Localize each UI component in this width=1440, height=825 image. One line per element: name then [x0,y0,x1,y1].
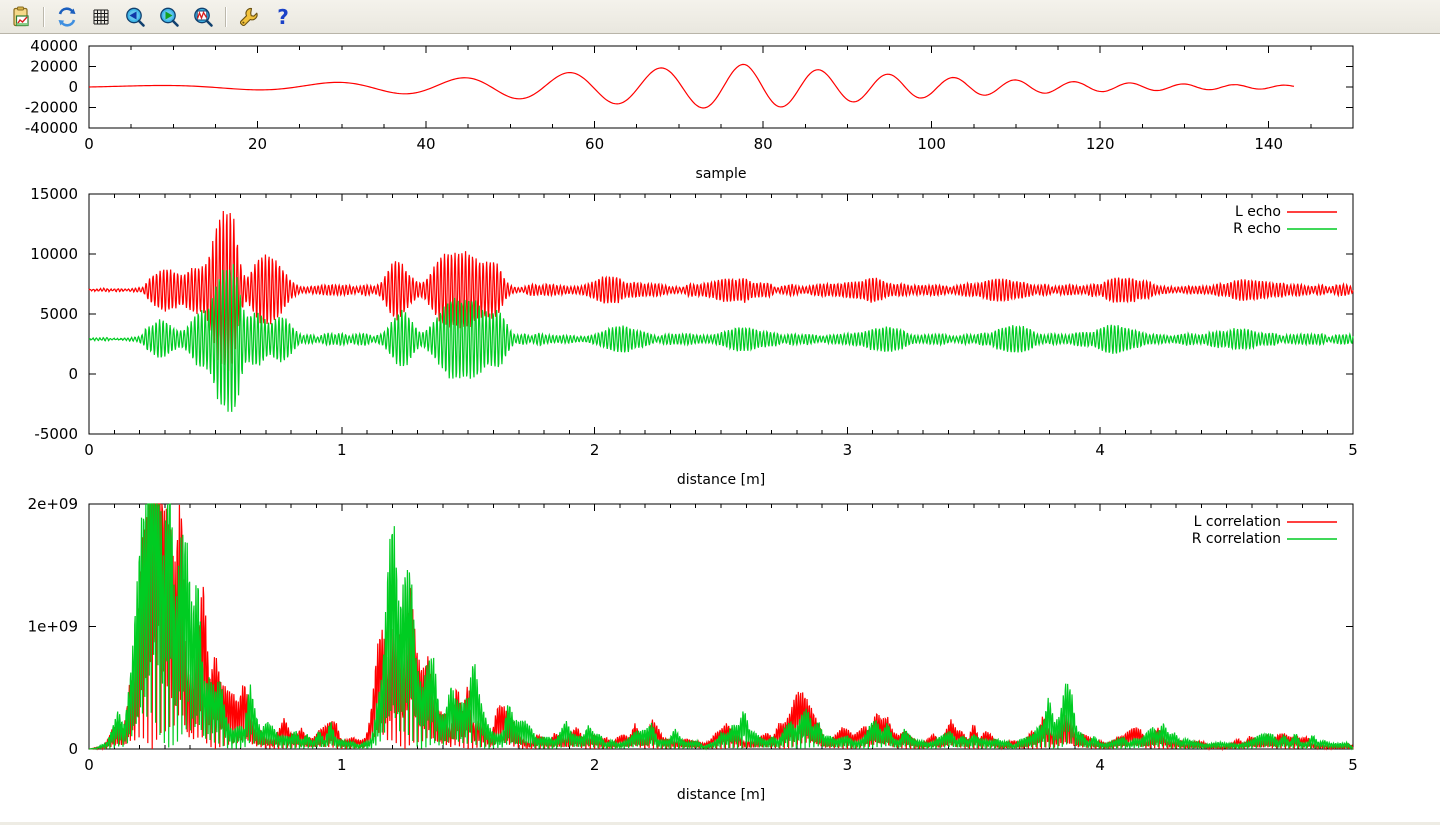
x-tick-label: 4 [1095,756,1105,774]
y-tick-label: 40000 [30,37,78,55]
plot-area: 0 20 40 60 80 100 120 140 -40000 -20000 0 20000 4000… [0,34,1440,822]
y-tick-label: -5000 [34,425,78,443]
legend-label: L echo [1235,204,1281,220]
zoom-previous-button[interactable] [120,2,150,32]
refresh-icon [58,6,76,27]
echo-chart: 0 1 2 3 4 5 -5000 0 5000 10000 15000 distance [m] L … [30,185,1358,488]
x-tick-label: 0 [84,756,94,774]
legend-label: L correlation [1194,514,1281,530]
correlation-chart: 0 1 2 3 4 5 0 1e+09 2e+09 distance [m] L correlati… [28,495,1358,803]
x-tick-label: 80 [754,135,773,153]
correlation-trace-right [88,503,1354,751]
x-tick-label: 2 [590,441,600,459]
x-axis-title: distance [m] [677,787,765,803]
legend-label: R correlation [1192,531,1281,547]
magnifier-right-arrow-icon [160,7,179,27]
x-tick-label: 120 [1086,135,1115,153]
x-tick-label: 140 [1254,135,1283,153]
x-tick-label: 2 [590,756,600,774]
replot-button[interactable] [52,2,82,32]
separator-2 [225,6,227,27]
svg-text:?: ? [277,6,289,28]
y-tick-label: 0 [68,78,78,96]
y-tick-label: 15000 [30,185,78,203]
y-tick-label: 20000 [30,58,78,76]
question-mark-icon: ? [277,6,289,28]
x-axis-title: sample [696,166,747,182]
plot-panel-chirp[interactable]: 0 20 40 60 80 100 120 140 -40000 -20000 0 20000 4000… [0,34,1440,184]
echo-trace-left [88,211,1354,372]
y-tick-label: 10000 [30,245,78,263]
x-tick-label: 3 [843,756,853,774]
x-tick-label: 5 [1348,756,1358,774]
x-tick-label: 40 [417,135,436,153]
help-button[interactable]: ? [268,2,298,32]
grid-button[interactable] [86,2,116,32]
y-tick-label: 1e+09 [28,618,78,636]
plot-panel-echo[interactable]: 0 1 2 3 4 5 -5000 0 5000 10000 15000 distance [m] L … [0,184,1440,492]
chirp-chart: 0 20 40 60 80 100 120 140 -40000 -20000 0 20000 4000… [25,37,1354,182]
x-tick-label: 1 [337,441,347,459]
x-tick-label: 0 [84,441,94,459]
x-tick-label: 60 [585,135,604,153]
x-axis-title: distance [m] [677,472,765,488]
y-tick-label: 0 [68,365,78,383]
x-tick-label: 5 [1348,441,1358,459]
toolbar: ? [0,0,1440,34]
wrench-icon [239,7,258,26]
plot-panel-correlation[interactable]: 0 1 2 3 4 5 0 1e+09 2e+09 distance [m] L correlati… [0,492,1440,822]
magnifier-left-arrow-icon [126,7,145,27]
zoom-next-button[interactable] [154,2,184,32]
legend-label: R echo [1233,221,1281,237]
clipboard-chart-icon [13,6,29,26]
x-tick-label: 4 [1095,441,1105,459]
correlation-trace-left [88,503,1354,752]
x-tick-label: 0 [84,135,94,153]
x-tick-label: 100 [917,135,946,153]
copy-to-clipboard-button[interactable] [6,2,36,32]
chirp-trace [88,63,1295,109]
magnifier-curve-icon [194,7,213,27]
y-tick-label: -20000 [25,99,78,117]
x-tick-label: 20 [248,135,267,153]
y-tick-label: 2e+09 [28,495,78,513]
autoscale-button[interactable] [188,2,218,32]
x-tick-label: 3 [843,441,853,459]
grid-icon [93,8,109,25]
separator-1 [43,6,45,27]
settings-button[interactable] [234,2,264,32]
y-tick-label: -40000 [25,119,78,137]
x-tick-label: 1 [337,756,347,774]
echo-trace-right [88,264,1354,412]
y-tick-label: 0 [68,740,78,758]
y-tick-label: 5000 [40,305,78,323]
